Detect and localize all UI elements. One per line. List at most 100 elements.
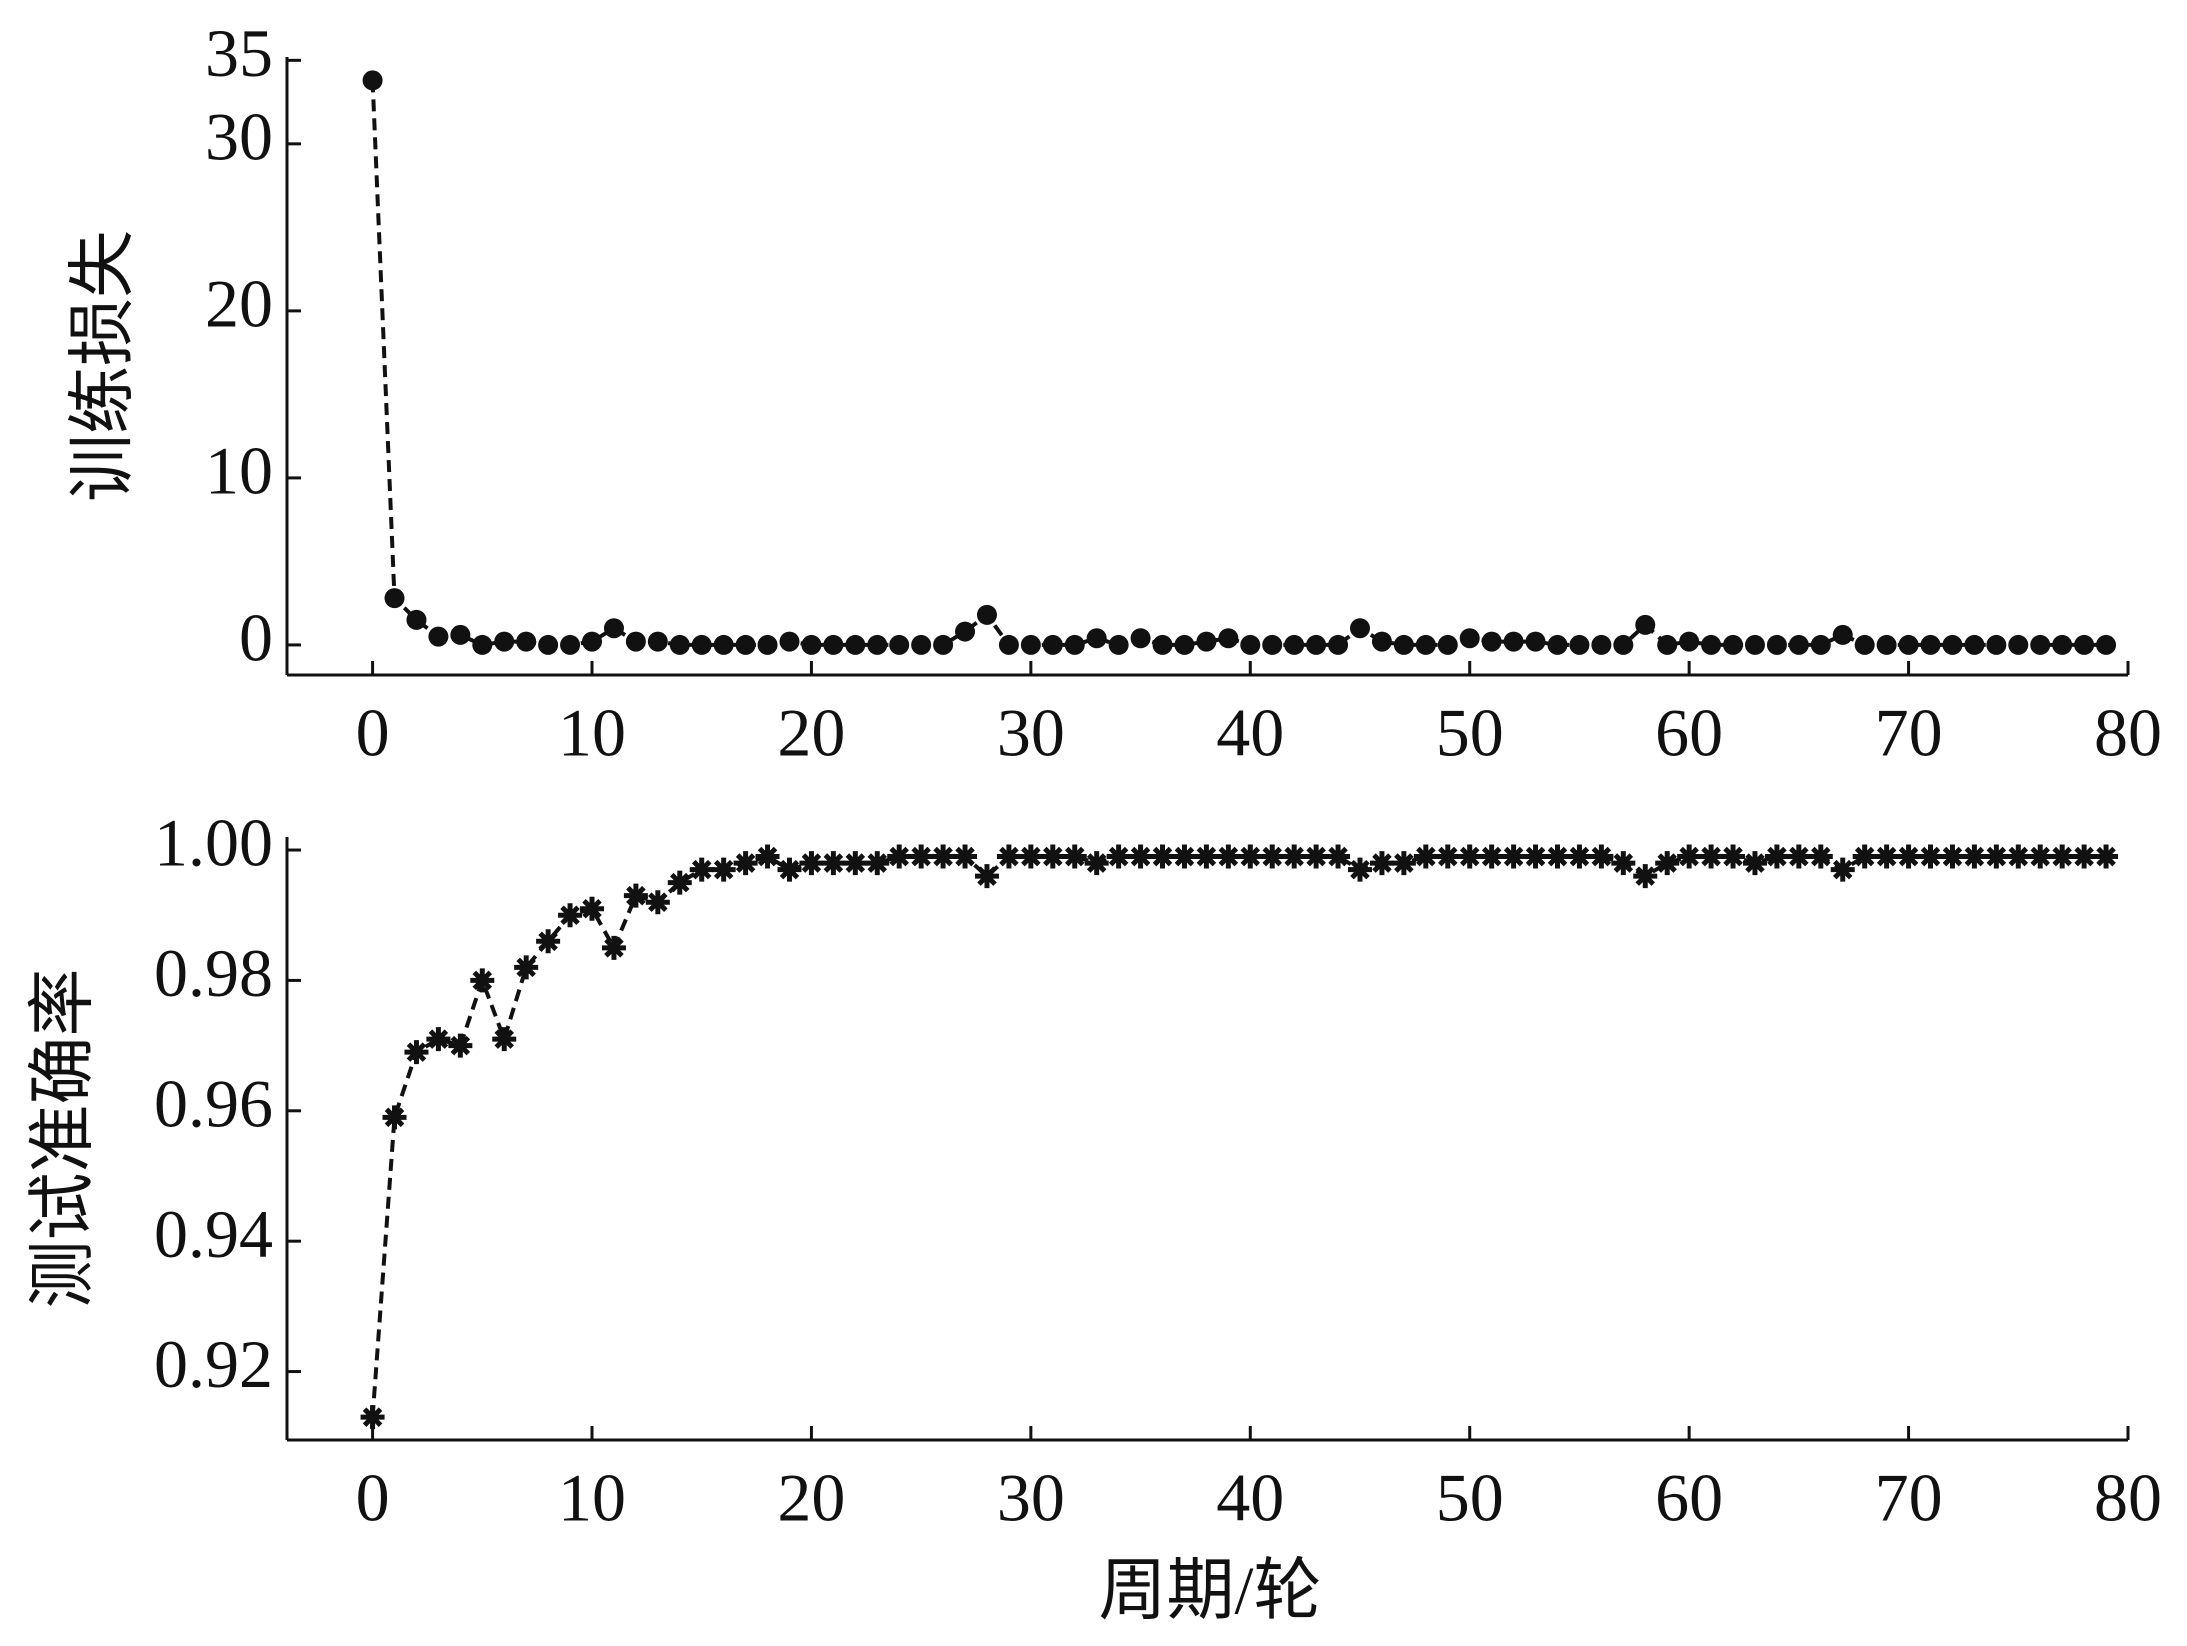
x-tick-label: 30 [997, 695, 1065, 771]
point [362, 70, 383, 91]
point [1744, 634, 1765, 655]
x-axis-label: 周期/轮 [1099, 1553, 1322, 1629]
point [516, 631, 537, 652]
point [1633, 864, 1658, 889]
point [1106, 844, 1131, 869]
point [1020, 634, 1041, 655]
point [1391, 851, 1416, 876]
y-tick-label: 0.96 [154, 1065, 273, 1141]
point [1874, 844, 1899, 869]
point [1677, 844, 1702, 869]
point [1435, 844, 1460, 869]
point [887, 844, 912, 869]
x-tick-label: 0 [356, 1460, 390, 1536]
point [996, 844, 1021, 869]
point [1523, 844, 1548, 869]
y-tick-label: 0.94 [154, 1196, 273, 1272]
x-tick-label: 50 [1436, 695, 1504, 771]
x-tick-label: 40 [1216, 695, 1284, 771]
point [2074, 634, 2095, 655]
point [667, 870, 692, 895]
point [1108, 634, 1129, 655]
point [2052, 634, 2073, 655]
point [1876, 634, 1897, 655]
point [1084, 851, 1109, 876]
point [1062, 844, 1087, 869]
point [867, 634, 888, 655]
point [909, 844, 934, 869]
point [821, 851, 846, 876]
point [953, 844, 978, 869]
point [514, 955, 539, 980]
point [1064, 634, 1085, 655]
point [538, 634, 559, 655]
point [1611, 851, 1636, 876]
point [1369, 851, 1394, 876]
point [777, 857, 802, 882]
point [1503, 631, 1524, 652]
point [1635, 614, 1656, 635]
point [711, 857, 736, 882]
point [955, 621, 976, 642]
point [1194, 844, 1219, 869]
point [865, 851, 890, 876]
y-tick-label: 20 [205, 265, 273, 341]
point [911, 634, 932, 655]
x-tick-label: 70 [1875, 1460, 1943, 1536]
point [2008, 634, 2029, 655]
point [1457, 844, 1482, 869]
point [1437, 634, 1458, 655]
point [1984, 844, 2009, 869]
point [1196, 631, 1217, 652]
point [843, 851, 868, 876]
point [1545, 844, 1570, 869]
point [2006, 844, 2031, 869]
point [1413, 844, 1438, 869]
point [1042, 634, 1063, 655]
point [1699, 844, 1724, 869]
point [1525, 631, 1546, 652]
point [1742, 851, 1767, 876]
point [450, 624, 471, 645]
point [1260, 844, 1285, 869]
x-tick-label: 30 [997, 1460, 1065, 1536]
y-tick-label: 10 [205, 433, 273, 509]
point [2030, 634, 2051, 655]
y-tick-label: 0.98 [154, 935, 273, 1011]
point [582, 631, 603, 652]
point [1481, 631, 1502, 652]
point [472, 634, 493, 655]
point [1721, 844, 1746, 869]
point [1218, 628, 1239, 649]
y-tick-label: 0.92 [154, 1326, 273, 1402]
point [1304, 844, 1329, 869]
point [976, 604, 997, 625]
point [1854, 634, 1875, 655]
point [1918, 844, 1943, 869]
point [1567, 844, 1592, 869]
point [1942, 634, 1963, 655]
point [1701, 634, 1722, 655]
point [382, 1105, 407, 1130]
point [1240, 634, 1261, 655]
point [1898, 634, 1919, 655]
point [1326, 844, 1351, 869]
x-tick-label: 80 [2094, 1460, 2162, 1536]
x-tick-label: 0 [356, 695, 390, 771]
point [1788, 634, 1809, 655]
point [1238, 844, 1263, 869]
point [1501, 844, 1526, 869]
point [1723, 634, 1744, 655]
point [1284, 634, 1305, 655]
x-tick-label: 10 [558, 695, 626, 771]
point [713, 634, 734, 655]
point [998, 634, 1019, 655]
point [360, 1405, 385, 1430]
point [1764, 844, 1789, 869]
point [560, 634, 581, 655]
point [492, 1027, 517, 1052]
point [1679, 631, 1700, 652]
point [933, 634, 954, 655]
point [1350, 618, 1371, 639]
